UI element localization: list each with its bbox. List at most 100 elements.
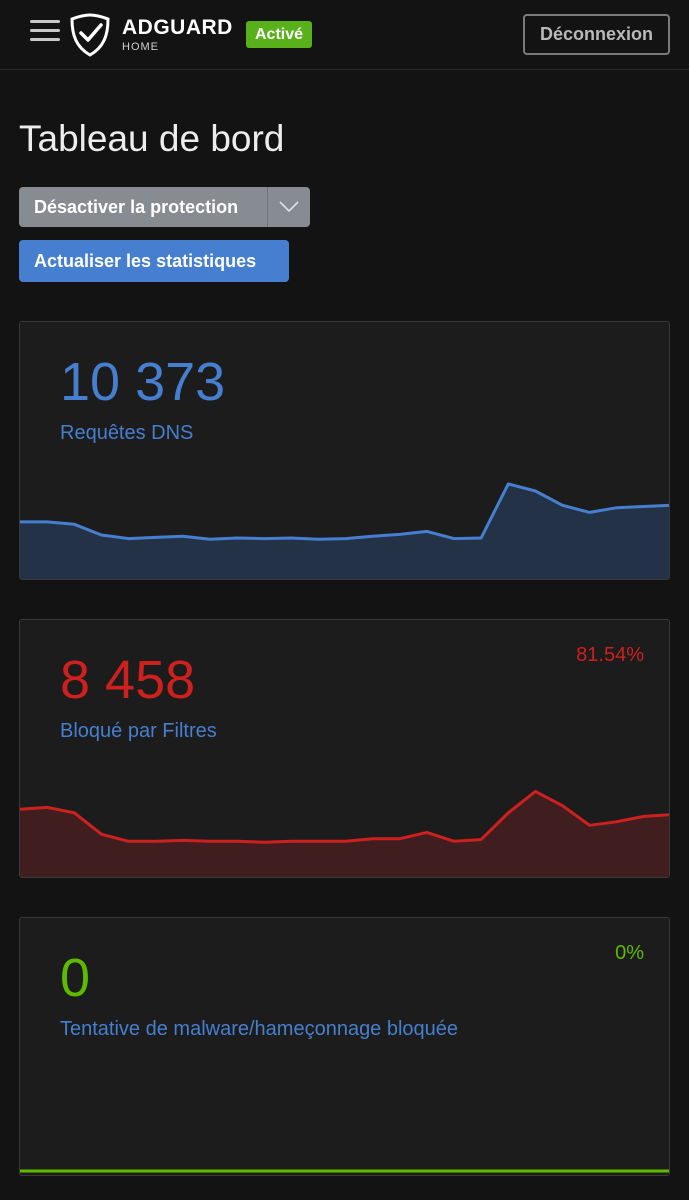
sparkline-point-18[interactable] — [502, 807, 514, 819]
refresh-statistics-button[interactable]: Actualiser les statistiques — [19, 240, 289, 282]
sparkline-point-19[interactable] — [529, 1165, 541, 1176]
sparkline-point-22[interactable] — [611, 502, 623, 514]
blocked-filters-percent: 81.54% — [576, 644, 644, 666]
sparkline-point-13[interactable] — [367, 530, 379, 542]
sparkline-point-22[interactable] — [611, 1165, 623, 1176]
sparkline-point-13[interactable] — [367, 833, 379, 845]
sparkline-point-17[interactable] — [475, 834, 487, 846]
malware-card: 0% 0 Tentative de malware/hameçonnage bl… — [19, 917, 670, 1176]
sparkline-point-24[interactable] — [665, 1165, 670, 1176]
sparkline-point-1[interactable] — [41, 516, 53, 528]
sparkline-point-23[interactable] — [638, 810, 650, 822]
sparkline-point-15[interactable] — [421, 826, 433, 838]
sparkline-point-10[interactable] — [285, 532, 297, 544]
sparkline-point-21[interactable] — [584, 819, 596, 831]
top-header: ADGUARD HOME Activé Déconnexion — [0, 0, 689, 70]
sparkline-point-4[interactable] — [123, 533, 135, 545]
sparkline-point-4[interactable] — [123, 1165, 135, 1176]
sparkline-point-8[interactable] — [231, 1165, 243, 1176]
sparkline-point-2[interactable] — [68, 1165, 80, 1176]
status-badge: Activé — [246, 21, 313, 48]
sparkline-point-6[interactable] — [177, 530, 189, 542]
adguard-shield-icon — [70, 13, 110, 57]
sparkline-point-18[interactable] — [502, 478, 514, 490]
sparkline-point-9[interactable] — [258, 533, 270, 545]
sparkline-point-16[interactable] — [448, 533, 460, 545]
sparkline-point-6[interactable] — [177, 1165, 189, 1176]
sparkline-point-10[interactable] — [285, 835, 297, 847]
sparkline-point-8[interactable] — [231, 835, 243, 847]
protection-button-group: Désactiver la protection — [19, 187, 310, 227]
sparkline-point-7[interactable] — [204, 835, 216, 847]
sparkline-point-23[interactable] — [638, 500, 650, 512]
sparkline-point-0[interactable] — [20, 1165, 26, 1176]
sparkline-point-11[interactable] — [312, 1165, 324, 1176]
sparkline-point-6[interactable] — [177, 834, 189, 846]
sparkline-point-3[interactable] — [95, 828, 107, 840]
sparkline-point-7[interactable] — [204, 533, 216, 545]
brand-name: ADGUARD — [122, 16, 233, 39]
sparkline-point-2[interactable] — [68, 807, 80, 819]
sparkline-point-17[interactable] — [475, 1165, 487, 1176]
sparkline-point-1[interactable] — [41, 1165, 53, 1176]
sparkline-line — [20, 789, 669, 844]
sparkline-point-9[interactable] — [258, 1165, 270, 1176]
malware-label[interactable]: Tentative de malware/hameçonnage bloquée — [60, 1018, 459, 1040]
sparkline-point-14[interactable] — [394, 1165, 406, 1176]
sparkline-point-20[interactable] — [557, 499, 569, 511]
sparkline-point-15[interactable] — [421, 525, 433, 537]
sparkline-point-5[interactable] — [150, 1165, 162, 1176]
sparkline-point-12[interactable] — [340, 1165, 352, 1176]
sparkline-point-21[interactable] — [584, 506, 596, 518]
blocked-filters-value: 8 458 — [60, 650, 196, 710]
logout-button[interactable]: Déconnexion — [523, 14, 670, 55]
sparkline-point-20[interactable] — [557, 800, 569, 812]
dns-queries-value: 10 373 — [60, 352, 226, 412]
sparkline-area — [20, 483, 669, 579]
protection-dropdown-toggle[interactable] — [267, 187, 310, 227]
sparkline-point-9[interactable] — [258, 836, 270, 848]
sparkline-line — [20, 482, 669, 541]
disable-protection-button[interactable]: Désactiver la protection — [19, 187, 267, 227]
sparkline-point-18[interactable] — [502, 1165, 514, 1176]
sparkline-point-16[interactable] — [448, 835, 460, 847]
sparkline-point-3[interactable] — [95, 529, 107, 541]
sparkline-point-2[interactable] — [68, 518, 80, 530]
blocked-filters-label[interactable]: Bloqué par Filtres — [60, 720, 217, 742]
sparkline-point-20[interactable] — [557, 1165, 569, 1176]
sparkline-point-11[interactable] — [312, 835, 324, 847]
sparkline-point-19[interactable] — [529, 485, 541, 497]
sparkline-point-17[interactable] — [475, 532, 487, 544]
sparkline-point-15[interactable] — [421, 1165, 433, 1176]
sparkline-point-12[interactable] — [340, 835, 352, 847]
logo[interactable]: ADGUARD HOME — [122, 17, 233, 54]
sparkline-point-14[interactable] — [394, 528, 406, 540]
sparkline-point-8[interactable] — [231, 532, 243, 544]
dns-queries-label[interactable]: Requêtes DNS — [60, 422, 194, 444]
dns-queries-sparkline — [20, 478, 669, 579]
sparkline-point-12[interactable] — [340, 533, 352, 545]
sparkline-point-13[interactable] — [367, 1165, 379, 1176]
sparkline-point-22[interactable] — [611, 816, 623, 828]
sparkline-point-21[interactable] — [584, 1165, 596, 1176]
sparkline-point-7[interactable] — [204, 1165, 216, 1176]
sparkline-point-1[interactable] — [41, 801, 53, 813]
blocked-filters-sparkline — [20, 785, 669, 877]
sparkline-point-19[interactable] — [529, 785, 541, 797]
sparkline-area — [20, 791, 669, 877]
dns-queries-card: 10 373 Requêtes DNS — [19, 321, 670, 580]
sparkline-point-10[interactable] — [285, 1165, 297, 1176]
sparkline-point-11[interactable] — [312, 533, 324, 545]
malware-sparkline — [20, 1165, 670, 1176]
sparkline-point-4[interactable] — [123, 835, 135, 847]
sparkline-point-14[interactable] — [394, 833, 406, 845]
chevron-down-icon — [279, 201, 299, 213]
sparkline-point-16[interactable] — [448, 1165, 460, 1176]
page-title: Tableau de bord — [19, 118, 285, 159]
malware-percent: 0% — [615, 942, 644, 964]
sparkline-point-5[interactable] — [150, 835, 162, 847]
sparkline-point-5[interactable] — [150, 531, 162, 543]
sparkline-point-3[interactable] — [95, 1165, 107, 1176]
sparkline-point-23[interactable] — [638, 1165, 650, 1176]
hamburger-menu-icon[interactable] — [30, 20, 60, 46]
